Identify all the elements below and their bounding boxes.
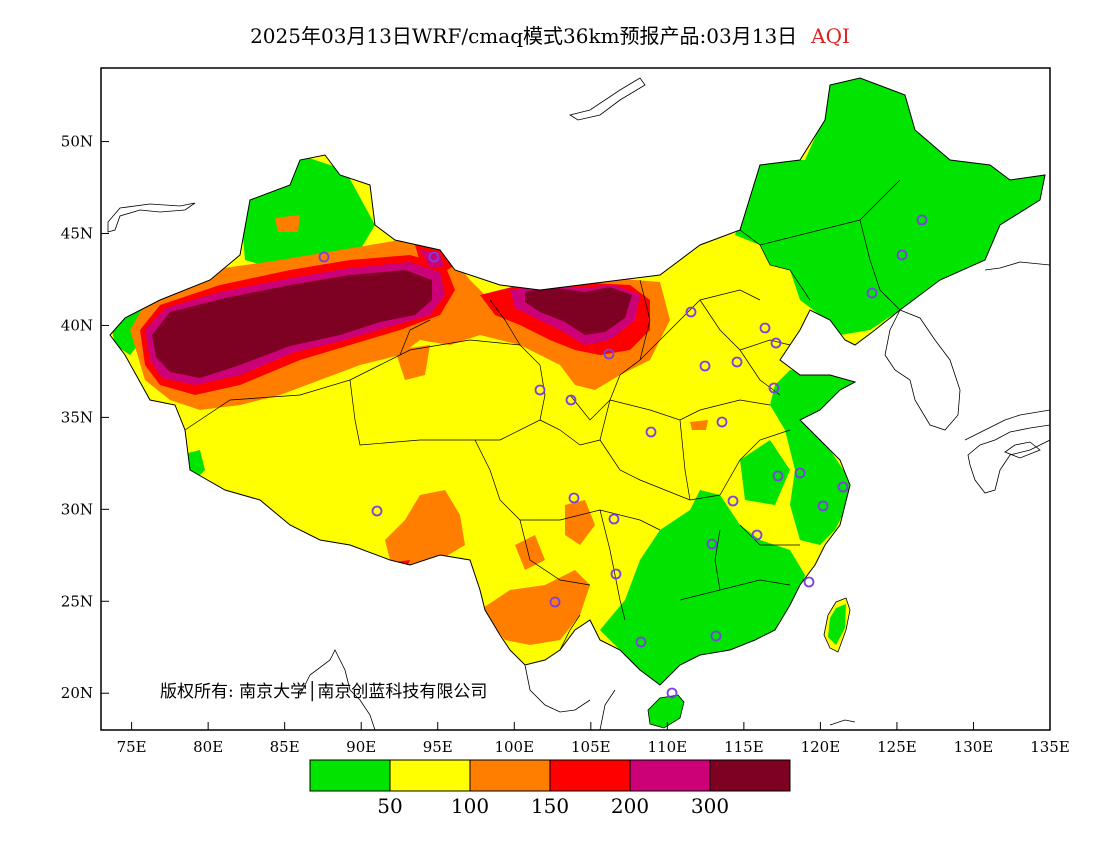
legend-swatch [389,759,471,792]
china-border [109,77,1046,686]
lon-tick-label: 130E [954,738,994,756]
lat-tick-label: 45N [61,225,93,243]
lon-tick-label: 85E [270,738,300,756]
lon-tick-label: 120E [801,738,841,756]
lat-tick-label: 40N [61,316,93,334]
aqi-legend: 50 100 150 200 300 [309,759,791,818]
hainan-island [647,694,685,729]
lon-tick-label: 75E [117,738,147,756]
lat-tick-label: 25N [61,592,93,610]
lon-tick-label: 80E [193,738,223,756]
legend-swatch [309,759,391,792]
neighbour-coastlines [107,77,1050,730]
lon-tick-label: 90E [346,738,376,756]
lat-tick-label: 30N [61,500,93,518]
province-boundaries [184,179,901,651]
lon-tick-label: 95E [423,738,453,756]
lon-tick-label: 105E [571,738,611,756]
lat-tick-label: 20N [61,684,93,702]
title-main: 2025年03月13日WRF/cmaq模式36km预报产品:03月13日 [250,24,798,48]
legend-swatch [629,759,711,792]
title-variable: AQI [811,24,850,48]
lon-tick-label: 115E [724,738,764,756]
map-axes: 75E 80E 85E 90E 95E 100E 105E 110E 115E 120E 125E 1… [61,133,1070,756]
legend-swatch [469,759,551,792]
city-markers [318,214,928,699]
lat-tick-label: 50N [61,133,93,151]
legend-label: 150 [531,794,569,818]
legend-swatch [709,759,791,792]
lon-tick-label: 135E [1030,738,1070,756]
lon-tick-label: 125E [877,738,917,756]
lon-tick-label: 110E [648,738,688,756]
legend-swatch [549,759,631,792]
legend-label: 200 [611,794,649,818]
legend-label: 100 [451,794,489,818]
legend-label: 50 [377,794,402,818]
lon-tick-label: 100E [494,738,534,756]
legend-label: 300 [691,794,729,818]
map-title: 2025年03月13日WRF/cmaq模式36km预报产品:03月13日 AQI [0,20,1100,49]
copyright-text: 版权所有: 南京大学│南京创蓝科技有限公司 [160,681,487,702]
lat-tick-label: 35N [61,408,93,426]
